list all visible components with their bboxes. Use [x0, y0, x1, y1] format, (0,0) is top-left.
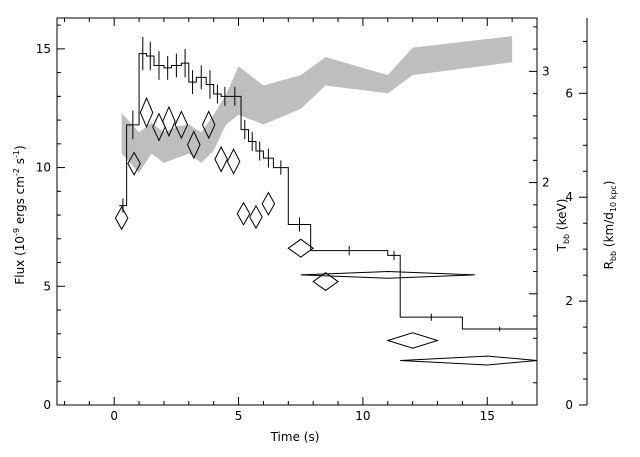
- flux-step-line: [119, 53, 537, 330]
- flux-step-layer: [119, 36, 537, 332]
- y-tick-label: 10: [36, 161, 51, 175]
- temperature-diamond: [386, 332, 440, 349]
- temperature-tick-label: 2: [542, 176, 550, 190]
- x-tick-label: 0: [110, 409, 118, 423]
- temperature-diamond: [127, 151, 141, 176]
- y-tick-label: 0: [43, 398, 51, 412]
- x-axis-title: Time (s): [270, 430, 320, 444]
- temperature-diamond: [214, 145, 228, 173]
- temperature-diamond: [249, 204, 263, 230]
- temperature-diamond: [114, 206, 129, 231]
- temperature-diamond-layer: [114, 96, 538, 366]
- temperature-diamond: [226, 148, 241, 175]
- temperature-diamond: [287, 238, 315, 258]
- temperature-diamond: [162, 105, 176, 138]
- x-tick-label: 5: [235, 409, 243, 423]
- y-tick-label: 5: [43, 279, 51, 293]
- radius-band-layer: [121, 36, 513, 173]
- radius-tick-label: 2: [565, 294, 573, 308]
- temperature-diamond: [201, 110, 216, 140]
- x-tick-label: 10: [355, 409, 370, 423]
- radius-tick-label: 0: [565, 398, 573, 412]
- radius-band: [121, 36, 513, 173]
- temperature-diamond: [261, 191, 276, 216]
- temperature-diamond: [300, 271, 475, 279]
- x-tick-label: 15: [480, 409, 495, 423]
- y-axis-title-radius: Rbb (km/d10 kpc): [602, 181, 618, 270]
- temperature-diamond: [139, 96, 154, 129]
- temperature-diamond: [236, 201, 251, 226]
- radius-tick-label: 6: [565, 86, 573, 100]
- y-axis-title-flux: Flux (10-9 ergs cm-2 s-1): [12, 145, 27, 284]
- axes-layer: 0 5 10 15 0 5 10 15 2 3 0 2 4 6: [36, 17, 588, 423]
- y-axis-title-temperature: Tbb (keV): [555, 199, 571, 253]
- radius-tick-label: 4: [565, 190, 573, 204]
- temperature-diamond: [174, 110, 189, 140]
- temperature-tick-label: 3: [542, 64, 550, 78]
- y-tick-label: 15: [36, 42, 51, 56]
- temperature-diamond: [187, 130, 201, 160]
